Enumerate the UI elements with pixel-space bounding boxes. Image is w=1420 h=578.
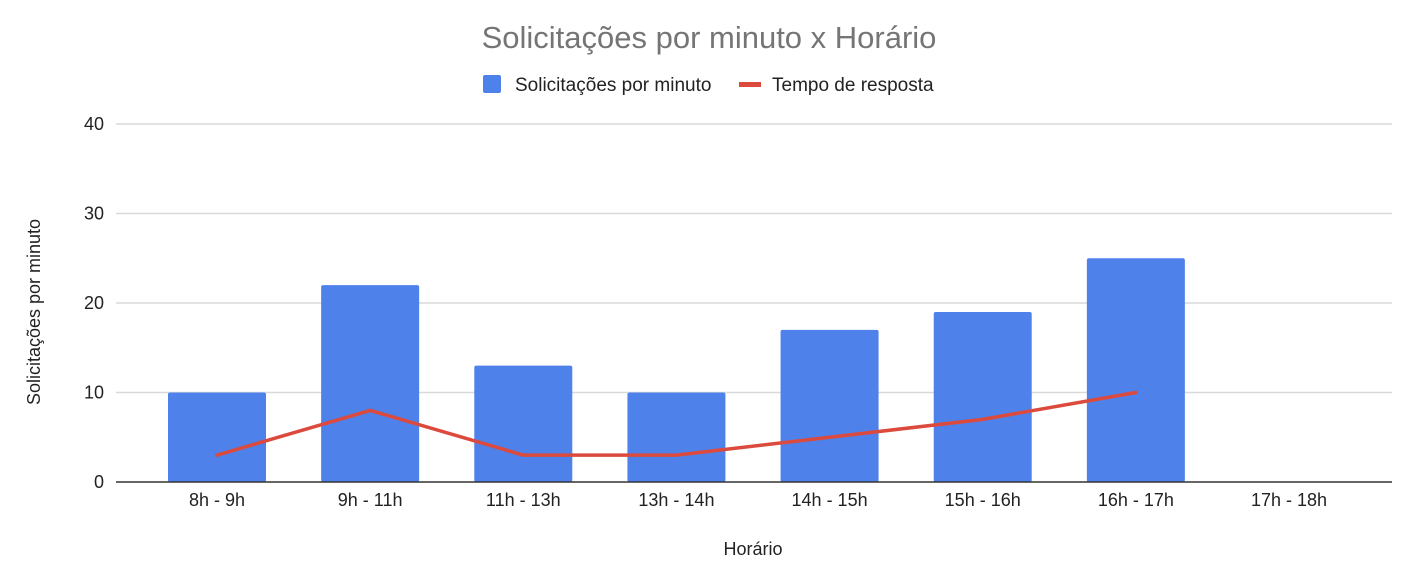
bar [168, 392, 266, 482]
legend-swatch-line [739, 82, 761, 87]
y-tick-label: 10 [84, 383, 104, 403]
x-tick-label: 15h - 16h [945, 490, 1021, 510]
bar [474, 365, 573, 482]
bar [1086, 258, 1185, 482]
chart-title: Solicitações por minuto x Horário [482, 20, 937, 55]
line-point [1134, 391, 1138, 394]
y-axis-title: Solicitações por minuto [24, 219, 44, 405]
y-tick-label: 0 [94, 472, 104, 492]
x-tick-label: 17h - 18h [1251, 490, 1327, 510]
legend-label-line: Tempo de resposta [772, 75, 934, 96]
line-series [215, 390, 1138, 457]
bar [780, 329, 879, 482]
x-axis-title: Horário [723, 539, 782, 559]
line-point [828, 435, 832, 439]
legend-label-bar: Solicitações por minuto [515, 75, 711, 96]
y-tick-label: 20 [84, 293, 104, 313]
line-point [368, 408, 372, 412]
legend: Solicitações por minuto Tempo de respost… [483, 75, 934, 96]
line-point [521, 453, 525, 457]
x-tick-label: 9h - 11h [338, 490, 403, 510]
x-tick-label: 13h - 14h [638, 490, 714, 510]
bar [627, 392, 726, 482]
x-tick-label: 14h - 15h [792, 490, 868, 510]
bar-series [168, 258, 1185, 482]
gridlines [116, 123, 1392, 394]
line-point [215, 453, 219, 457]
x-tick-label: 16h - 17h [1098, 490, 1174, 510]
legend-swatch-bar [483, 75, 501, 93]
bar [933, 311, 1032, 482]
line-point [981, 417, 985, 421]
x-axis-ticks: 8h - 9h 9h - 11h 11h - 13h 13h - 14h 14h - 1… [189, 490, 1327, 510]
x-tick-label: 8h - 9h [189, 490, 245, 510]
y-tick-label: 30 [84, 204, 104, 224]
x-tick-label: 11h - 13h [486, 490, 561, 510]
bar [321, 285, 420, 482]
y-tick-label: 40 [84, 114, 104, 134]
line-point [674, 453, 678, 457]
y-axis-ticks: 0 10 20 30 40 [84, 114, 104, 492]
